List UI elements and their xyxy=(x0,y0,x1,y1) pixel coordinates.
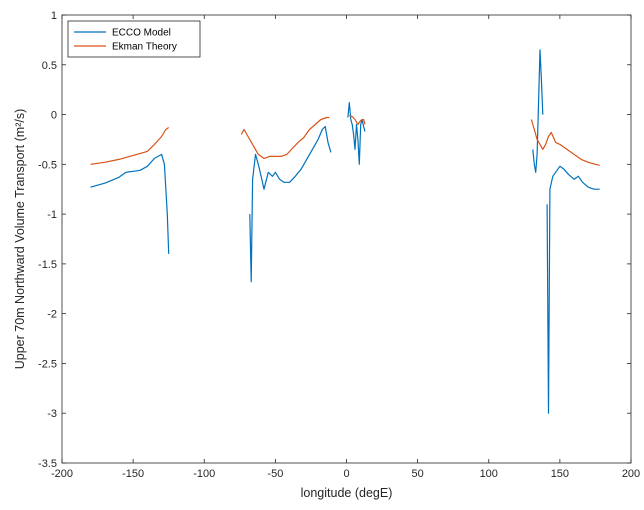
x-tick-label: 0 xyxy=(343,468,349,480)
data-lines xyxy=(90,49,600,414)
series-line-ekman-theory-segment-1 xyxy=(90,127,170,165)
x-tick-label: -100 xyxy=(193,468,215,480)
y-tick-label: -2.5 xyxy=(38,358,57,370)
y-tick-label: 1 xyxy=(51,10,57,22)
y-tick-label: -1 xyxy=(47,209,57,221)
y-tick-label: -2 xyxy=(47,309,57,321)
y-tick-label: 0.5 xyxy=(42,60,57,72)
y-tick-label: -1.5 xyxy=(38,259,57,271)
series-line-ecco-model-segment-1 xyxy=(90,153,170,254)
x-axis-label: longitude (degE) xyxy=(301,486,393,500)
y-tick-label: -3.5 xyxy=(38,458,57,470)
series-line-ecco-model-segment-4 xyxy=(532,49,544,173)
x-axis-ticks: -200 -150 -100 -50 0 50 100 150 200 xyxy=(51,15,640,480)
x-tick-label: -50 xyxy=(267,468,283,480)
series-line-ecco-model-segment-2 xyxy=(249,125,332,283)
legend-box xyxy=(67,20,201,58)
x-tick-label: 100 xyxy=(480,468,498,480)
y-tick-label: -3 xyxy=(47,408,57,420)
plot-area xyxy=(62,15,631,463)
y-axis-ticks: 1 0.5 0 -0.5 -1 -1.5 -2 -2.5 -3 -3.5 xyxy=(38,10,631,470)
y-axis-label: Upper 70m Northward Volume Transport (m²… xyxy=(13,109,27,370)
legend: ECCO Model Ekman Theory xyxy=(67,20,201,58)
legend-entry-ecco-model: ECCO Model xyxy=(112,28,171,39)
x-tick-label: 50 xyxy=(412,468,424,480)
series-line-ecco-model-segment-5 xyxy=(546,165,600,414)
x-tick-label: 200 xyxy=(622,468,640,480)
legend-entry-ekman-theory: Ekman Theory xyxy=(112,42,177,53)
series-line-ekman-theory-segment-3 xyxy=(349,115,366,126)
series-line-ekman-theory-segment-4 xyxy=(530,119,600,166)
series-line-ekman-theory-segment-2 xyxy=(240,116,330,159)
y-tick-label: 0 xyxy=(51,110,57,122)
x-tick-label: -150 xyxy=(122,468,144,480)
y-tick-label: -0.5 xyxy=(38,159,57,171)
x-tick-label: -200 xyxy=(51,468,73,480)
x-tick-label: 150 xyxy=(551,468,569,480)
